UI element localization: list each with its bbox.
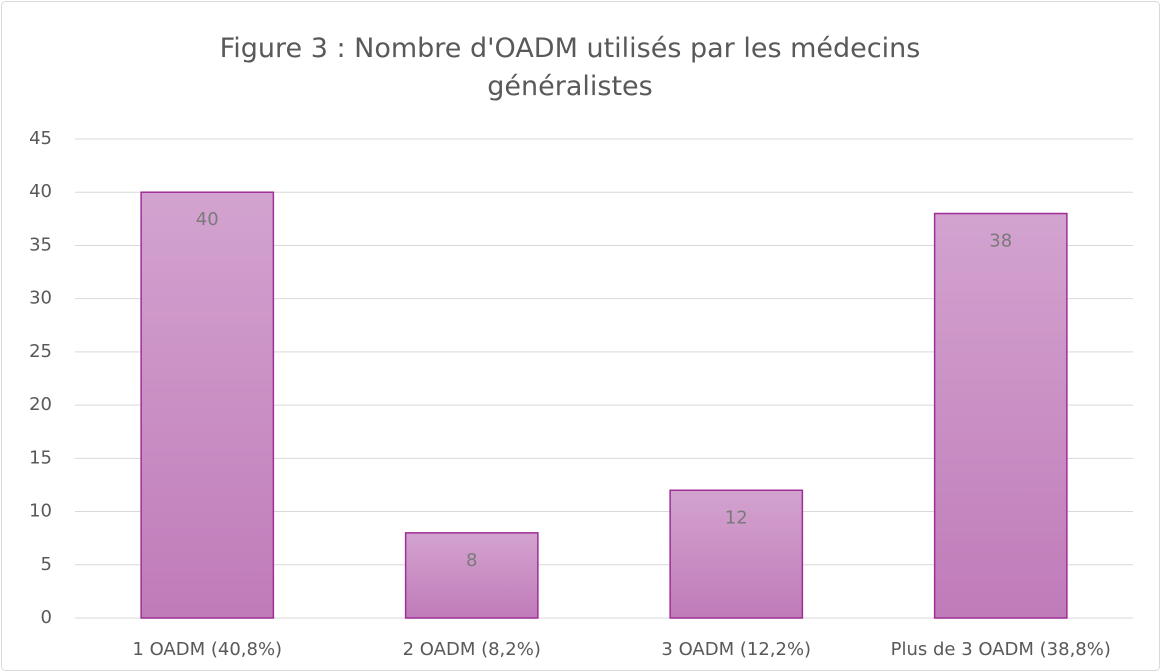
data-label: 38 xyxy=(989,231,1012,252)
y-tick-label: 35 xyxy=(29,234,52,255)
bar xyxy=(933,212,1068,619)
y-tick-label: 5 xyxy=(41,554,52,575)
y-tick-label: 15 xyxy=(29,447,52,468)
bar xyxy=(404,532,539,619)
x-tick-label: Plus de 3 OADM (38,8%) xyxy=(891,639,1111,660)
data-label: 12 xyxy=(725,507,748,528)
bar xyxy=(140,191,275,619)
y-tick-label: 10 xyxy=(29,501,52,522)
y-tick-label: 40 xyxy=(29,181,52,202)
bar xyxy=(669,489,804,619)
y-tick-label: 20 xyxy=(29,394,52,415)
data-label: 8 xyxy=(466,550,477,571)
x-tick-label: 3 OADM (12,2%) xyxy=(661,639,811,660)
y-tick-label: 45 xyxy=(29,128,52,149)
chart-title: Figure 3 : Nombre d'OADM utilisés par le… xyxy=(219,33,921,102)
y-tick-label: 30 xyxy=(29,288,52,309)
data-label: 40 xyxy=(196,209,219,230)
y-tick-label: 0 xyxy=(41,607,52,628)
x-tick-label: 2 OADM (8,2%) xyxy=(403,639,541,660)
x-tick-label: 1 OADM (40,8%) xyxy=(132,639,282,660)
y-tick-label: 25 xyxy=(29,341,52,362)
